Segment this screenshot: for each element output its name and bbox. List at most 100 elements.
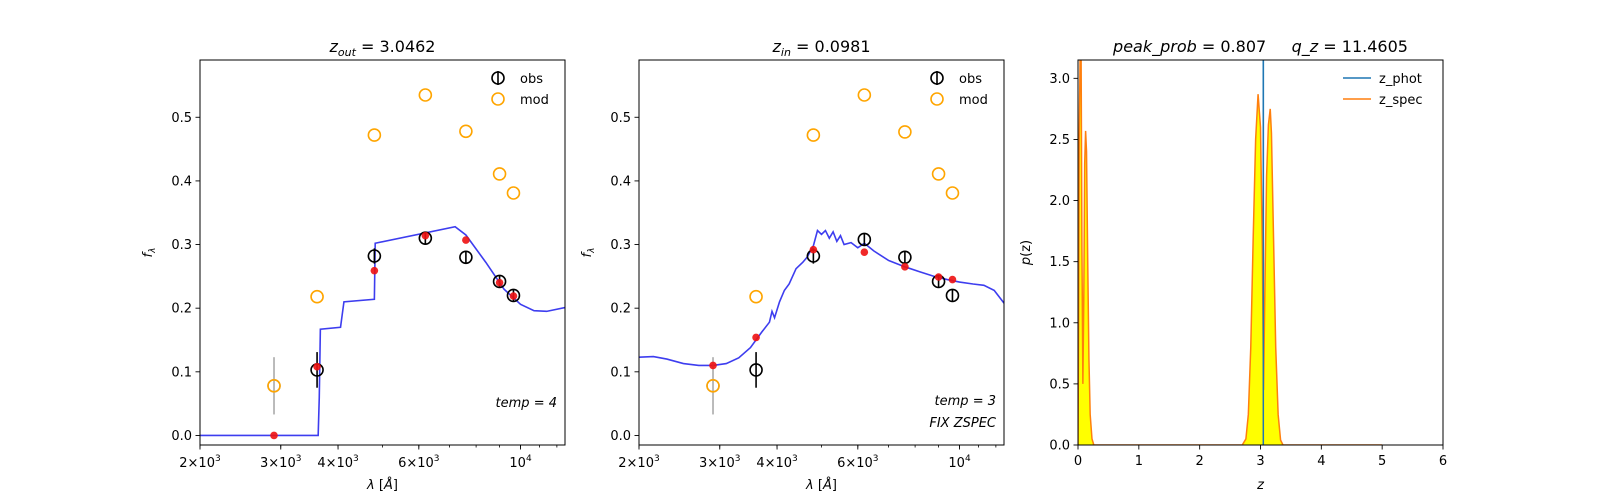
plot-area [639, 88, 1004, 415]
x-tick-label: 104 [948, 454, 971, 471]
obs-point [367, 249, 382, 263]
y-tick-label: 0.4 [610, 174, 631, 189]
y-tick-label: 0.0 [610, 429, 631, 444]
y-axis-label: fλ [580, 248, 597, 258]
mod-point [857, 88, 872, 102]
mod-point [267, 379, 281, 393]
x-tick-label: 3×103 [260, 454, 301, 471]
y-tick-label: 0.4 [171, 174, 192, 189]
mod-point [367, 128, 382, 142]
y-tick-label: 0.1 [610, 365, 631, 380]
x-tick-label: 6 [1439, 454, 1447, 469]
y-tick-label: 0.5 [171, 111, 192, 126]
annotation: temp = 4 [496, 396, 557, 411]
mod-point [749, 289, 763, 304]
plot-area [1078, 60, 1383, 445]
chart-title: zin = 0.0981 [772, 37, 871, 59]
y-tick-label: 0.5 [610, 111, 631, 126]
x-axis-label: z [1256, 478, 1265, 493]
legend-label-z_spec: z_spec [1379, 93, 1423, 108]
chart-title: zout = 3.0462 [329, 37, 436, 59]
legend-marker-obs [491, 71, 505, 85]
mod-point [459, 124, 473, 139]
x-tick-label: 0 [1074, 454, 1082, 469]
plot-area [200, 88, 565, 440]
legend-label-z_phot: z_phot [1379, 72, 1422, 87]
x-tick-label: 1 [1135, 454, 1143, 469]
x-axis-label: λ [Å] [366, 477, 398, 493]
legend-marker-mod [491, 92, 505, 106]
model-flux-point [313, 362, 321, 371]
model-flux-point [860, 248, 869, 256]
model-flux-point [495, 278, 504, 287]
x-tick-label: 6×103 [837, 454, 878, 471]
template-spectrum-line [200, 225, 565, 437]
mod-point [931, 167, 946, 181]
obs-point [749, 363, 763, 377]
y-tick-label: 0.2 [171, 302, 192, 317]
model-flux-point [934, 273, 943, 281]
y-tick-label: 1.5 [1049, 255, 1070, 270]
y-tick-label: 0.0 [171, 429, 192, 444]
model-flux-point [462, 236, 470, 244]
obs-point [459, 250, 473, 265]
model-flux-point [809, 245, 818, 254]
model-flux-point [270, 431, 278, 440]
axes-frame [638, 59, 1005, 446]
y-tick-label: 2.0 [1049, 194, 1070, 209]
x-axis-label: λ [Å] [805, 477, 837, 493]
legend-label-obs: obs [959, 72, 982, 87]
model-flux-point [509, 292, 518, 300]
x-tick-label: 104 [509, 454, 532, 471]
y-axis-label: fλ [141, 248, 158, 258]
mod-point [945, 186, 960, 200]
model-flux-point [752, 333, 760, 342]
mod-point [418, 88, 433, 102]
y-tick-label: 2.5 [1049, 133, 1070, 148]
x-tick-label: 4×103 [756, 454, 797, 471]
x-tick-label: 4×103 [317, 454, 358, 471]
legend-label-mod: mod [520, 93, 549, 108]
obs-point [492, 274, 507, 289]
model-flux-point [709, 361, 717, 370]
model-flux-point [370, 266, 379, 275]
y-tick-label: 0.2 [610, 302, 631, 317]
model-flux-point [421, 231, 430, 240]
template-spectrum-line [639, 229, 1004, 367]
legend-label-mod: mod [959, 93, 988, 108]
x-tick-label: 5 [1378, 454, 1386, 469]
y-tick-label: 0.5 [1049, 377, 1070, 392]
x-tick-label: 3×103 [699, 454, 740, 471]
panel-2: 2×103 3×103 4×103 6×103 104 0.0 0.1 0.2 0.3 0.4 0.… [580, 37, 1005, 493]
y-tick-label: 0.3 [610, 238, 631, 253]
x-tick-label: 2 [1196, 454, 1204, 469]
mod-point [898, 125, 912, 139]
obs-point [945, 288, 960, 303]
annotation: FIX ZSPEC [929, 416, 997, 431]
mod-point [492, 167, 507, 181]
mod-point [806, 128, 821, 142]
legend-label-obs: obs [520, 72, 543, 87]
model-flux-point [948, 275, 957, 284]
chart-title: peak_prob = 0.807 q_z = 11.4605 [1112, 37, 1408, 57]
y-tick-label: 3.0 [1049, 72, 1070, 87]
y-tick-label: 0.1 [171, 365, 192, 380]
x-tick-label: 2×103 [179, 454, 220, 471]
y-tick-label: 0.0 [1049, 439, 1070, 454]
legend-marker-mod [930, 92, 944, 106]
obs-point [857, 232, 872, 247]
y-axis-label: p(z) [1019, 240, 1034, 266]
panel-1: 2×103 3×103 4×103 6×103 104 0.0 0.1 0.2 0.3 0.4 0.… [141, 37, 566, 493]
z-spec-line [1078, 60, 1383, 445]
annotation: temp = 3 [935, 394, 996, 409]
obs-point [506, 288, 521, 303]
y-tick-label: 1.0 [1049, 316, 1070, 331]
legend-marker-obs [930, 71, 944, 85]
mod-point [706, 379, 720, 393]
x-tick-label: 6×103 [398, 454, 439, 471]
mod-point [506, 186, 521, 200]
panel-3: 0 1 2 3 4 5 6 0.0 0.5 1.0 1.5 2.0 2.5 3.0 z p(z) peak_pr… [1019, 37, 1447, 493]
x-tick-label: 2×103 [618, 454, 659, 471]
x-tick-label: 4 [1317, 454, 1325, 469]
mod-point [310, 289, 324, 304]
